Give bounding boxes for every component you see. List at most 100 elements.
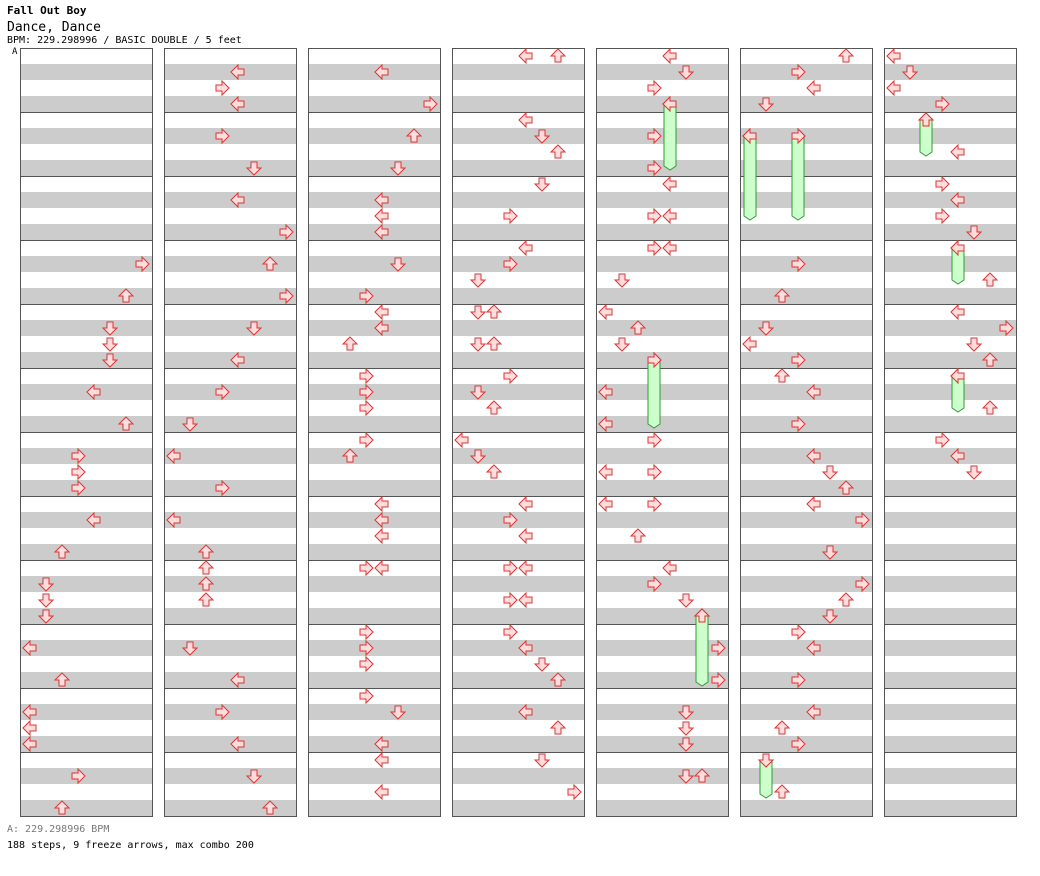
- step-arrow-right: [647, 79, 662, 97]
- step-arrow-up: [197, 592, 215, 607]
- step-arrow-left: [518, 239, 533, 257]
- step-arrow-down: [101, 337, 119, 352]
- step-arrow-left: [166, 511, 181, 529]
- step-arrow-right: [791, 63, 806, 81]
- step-arrow-left: [598, 463, 613, 481]
- chart-info: BPM: 229.298996 / BASIC DOUBLE / 5 feet: [7, 35, 242, 46]
- step-arrow-right: [791, 127, 806, 145]
- step-arrow-left: [662, 239, 677, 257]
- step-arrow-down: [469, 305, 487, 320]
- step-arrow-down: [469, 385, 487, 400]
- chart-column: [164, 48, 297, 832]
- step-arrow-left: [86, 511, 101, 529]
- step-arrow-down: [965, 225, 983, 240]
- step-arrow-right: [647, 463, 662, 481]
- step-arrow-left: [374, 527, 389, 545]
- step-arrow-left: [806, 639, 821, 657]
- step-arrow-up: [261, 800, 279, 815]
- step-arrow-right: [503, 367, 518, 385]
- step-arrow-left: [662, 47, 677, 65]
- step-arrow-left: [598, 415, 613, 433]
- step-arrow-down: [677, 65, 695, 80]
- step-arrow-left: [598, 303, 613, 321]
- step-arrow-right: [359, 383, 374, 401]
- step-arrow-up: [485, 400, 503, 415]
- bpm-marker-label: A: [12, 47, 18, 57]
- step-arrow-left: [806, 383, 821, 401]
- step-arrow-down: [245, 321, 263, 336]
- step-arrow-right: [359, 639, 374, 657]
- step-arrow-down: [389, 257, 407, 272]
- step-arrow-right: [935, 95, 950, 113]
- step-arrow-down: [533, 129, 551, 144]
- step-arrow-left: [230, 351, 245, 369]
- step-arrow-right: [855, 575, 870, 593]
- step-arrow-right: [935, 175, 950, 193]
- step-arrow-down: [533, 657, 551, 672]
- step-arrow-left: [374, 223, 389, 241]
- step-arrow-up: [629, 528, 647, 543]
- step-arrow-left: [518, 703, 533, 721]
- step-arrow-up: [693, 608, 711, 623]
- song-artist: Fall Out Boy: [7, 4, 87, 17]
- step-arrow-right: [71, 767, 86, 785]
- step-arrow-down: [965, 337, 983, 352]
- step-arrow-down: [533, 753, 551, 768]
- step-arrow-down: [965, 465, 983, 480]
- step-arrow-right: [935, 431, 950, 449]
- step-arrow-left: [886, 47, 901, 65]
- step-arrow-right: [279, 287, 294, 305]
- step-arrow-up: [485, 464, 503, 479]
- step-arrow-left: [518, 639, 533, 657]
- step-arrow-down: [181, 641, 199, 656]
- step-arrow-down: [245, 161, 263, 176]
- step-arrow-up: [549, 672, 567, 687]
- step-arrow-down: [757, 753, 775, 768]
- step-arrow-up: [261, 256, 279, 271]
- step-arrow-right: [503, 255, 518, 273]
- step-arrow-right: [71, 463, 86, 481]
- step-arrow-left: [374, 783, 389, 801]
- step-arrow-up: [773, 368, 791, 383]
- step-arrow-left: [950, 367, 965, 385]
- chart-column: [452, 48, 585, 832]
- step-arrow-left: [518, 47, 533, 65]
- step-arrow-left: [22, 639, 37, 657]
- step-arrow-left: [86, 383, 101, 401]
- step-arrow-up: [117, 288, 135, 303]
- step-arrow-down: [613, 337, 631, 352]
- step-arrow-left: [518, 495, 533, 513]
- step-arrow-left: [374, 495, 389, 513]
- step-arrow-left: [518, 559, 533, 577]
- step-arrow-left: [22, 719, 37, 737]
- step-arrow-left: [518, 527, 533, 545]
- step-arrow-right: [647, 127, 662, 145]
- step-arrow-up: [53, 800, 71, 815]
- chart-column: [740, 48, 873, 832]
- step-arrow-right: [647, 495, 662, 513]
- step-arrow-down: [677, 769, 695, 784]
- step-arrow-left: [454, 431, 469, 449]
- step-arrow-right: [647, 351, 662, 369]
- freeze-arrow: [647, 359, 661, 429]
- step-arrow-left: [950, 239, 965, 257]
- step-arrow-right: [711, 671, 726, 689]
- step-arrow-down: [101, 321, 119, 336]
- footer-stats: 188 steps, 9 freeze arrows, max combo 20…: [7, 840, 254, 851]
- step-arrow-down: [181, 417, 199, 432]
- step-arrow-left: [374, 735, 389, 753]
- step-arrow-up: [53, 672, 71, 687]
- step-arrow-up: [197, 560, 215, 575]
- step-arrow-left: [230, 735, 245, 753]
- step-arrow-left: [518, 111, 533, 129]
- step-arrow-down: [469, 273, 487, 288]
- step-arrow-up: [981, 352, 999, 367]
- step-arrow-up: [549, 144, 567, 159]
- step-arrow-right: [855, 511, 870, 529]
- step-arrow-left: [374, 559, 389, 577]
- step-arrow-right: [791, 671, 806, 689]
- step-arrow-up: [405, 128, 423, 143]
- freeze-arrow: [743, 135, 757, 221]
- step-arrow-down: [37, 577, 55, 592]
- step-arrow-up: [773, 288, 791, 303]
